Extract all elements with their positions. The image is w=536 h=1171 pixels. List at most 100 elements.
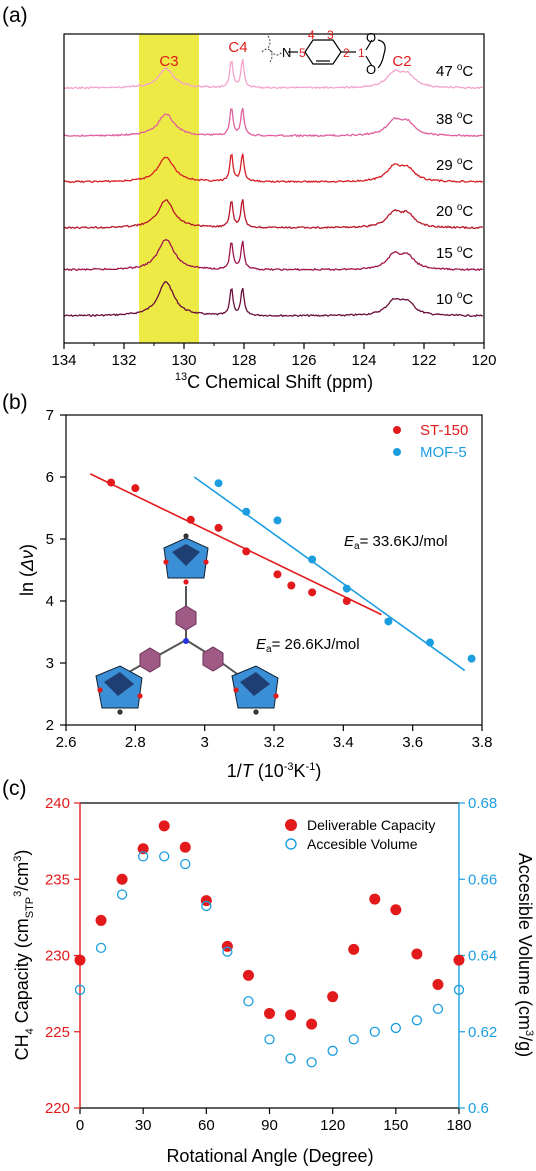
annotation-ea-mof5: Ea= 33.6KJ/mol: [344, 533, 448, 552]
data-point: [242, 969, 254, 981]
fit-lines: [89, 473, 466, 672]
data-point: [242, 547, 251, 556]
data-point: [95, 914, 107, 926]
atom-o-top: O: [366, 30, 376, 45]
x-tick-label: 180: [446, 1117, 471, 1134]
data-point: [179, 841, 191, 853]
data-point: [327, 991, 339, 1003]
data-point: [158, 820, 170, 832]
panel-b-y-axis-label: ln (Δν): [17, 544, 37, 596]
nmr-trace: [63, 107, 483, 138]
x-tick-label: 0: [76, 1117, 84, 1134]
y-tick-label: 7: [46, 407, 54, 424]
left-y-tick-label: 225: [45, 1024, 70, 1041]
atom-3: 3: [327, 28, 334, 42]
right-y-tick-label: 0.64: [468, 948, 497, 965]
data-point: [243, 996, 254, 1007]
x-tick-label: 2.8: [125, 734, 146, 751]
peak-label-c2: C2: [392, 53, 411, 70]
fit-line: [89, 473, 382, 616]
x-tick-label: 120: [471, 352, 496, 369]
x-tick-label: 150: [383, 1117, 408, 1134]
data-point: [273, 570, 282, 579]
x-tick-label: 30: [135, 1117, 152, 1134]
data-point: [214, 523, 223, 532]
temperature-labels: 10 oC 15 oC 20 oC 29 oC 38 oC 47 oC: [436, 62, 473, 308]
nmr-trace: [63, 58, 483, 90]
panel-b-ticks: 2.6 2.8 3 3.2 3.4 3.6 3.8 2 3 4 5 6 7: [46, 407, 493, 751]
panel-b-label: (b): [2, 391, 28, 414]
data-point: [453, 954, 465, 966]
data-point: [201, 900, 212, 912]
data-point: [264, 1034, 275, 1045]
legend-marker-deliverable: [285, 819, 297, 831]
nmr-trace: [63, 153, 484, 184]
y-tick-label: 5: [46, 531, 54, 548]
panel-c-plot: 0 30 60 90 120 150 180 220 225 230 235 240 0.6 0.62 0.…: [12, 795, 535, 1166]
data-point: [137, 843, 149, 855]
data-point: [74, 984, 86, 995]
data-points: [74, 820, 465, 1068]
x-tick-label: 3: [200, 734, 208, 751]
data-point: [384, 617, 393, 626]
mof-structure-illustration: [95, 533, 279, 715]
data-point: [138, 851, 149, 862]
temperature-label: 38 oC: [436, 110, 473, 128]
panel-c-right-axis-label: Accesible Volume (cm3/g): [515, 853, 535, 1057]
right-y-tick-label: 0.66: [468, 871, 497, 888]
left-y-tick-label: 240: [45, 795, 70, 812]
panel-a-x-ticks: 134 132 130 128 126 124 122 120: [51, 343, 497, 369]
data-point: [369, 1026, 380, 1037]
data-point: [390, 1022, 401, 1034]
x-tick-label: 128: [231, 352, 256, 369]
fit-line: [193, 476, 466, 672]
data-point: [159, 851, 170, 862]
data-point: [426, 638, 434, 647]
temperature-label: 47 oC: [436, 62, 473, 80]
data-point: [467, 654, 476, 663]
atom-n: N: [282, 45, 291, 60]
panel-c-left-axis-label: CH4 Capacity (cmSTP3/cm3): [12, 850, 36, 1061]
x-tick-label: 126: [291, 352, 316, 369]
data-point: [285, 1009, 297, 1021]
data-points: [107, 478, 476, 663]
data-point: [116, 889, 128, 900]
panel-a-label: (a): [2, 4, 28, 27]
right-y-tick-label: 0.68: [468, 795, 497, 812]
data-point: [214, 479, 223, 488]
legend-marker-volume: [285, 838, 297, 850]
nmr-trace: [63, 199, 484, 230]
y-tick-label: 4: [46, 593, 54, 610]
data-point: [348, 943, 360, 955]
panel-c-label: (c): [2, 777, 27, 800]
y-tick-label: 6: [46, 469, 54, 486]
x-tick-label: 3.2: [264, 734, 285, 751]
legend-label-st150: ST-150: [420, 422, 468, 439]
data-point: [273, 516, 282, 525]
nmr-trace: [63, 281, 484, 318]
data-point: [306, 1018, 318, 1030]
x-tick-label: 3.6: [402, 734, 423, 751]
data-point: [180, 858, 191, 870]
atom-2: 2: [343, 46, 350, 60]
panel-b-x-axis-label: 1/T (10-3K-1): [227, 761, 322, 781]
data-point: [411, 948, 423, 960]
data-point: [432, 1003, 444, 1015]
data-point: [308, 588, 317, 597]
atom-4: 4: [308, 28, 315, 42]
temperature-label: 29 oC: [436, 156, 473, 174]
data-point: [432, 978, 444, 990]
atom-o-bottom: O: [366, 62, 376, 77]
data-point: [390, 904, 402, 916]
x-tick-label: 120: [320, 1117, 345, 1134]
data-point: [74, 954, 86, 966]
right-y-tick-label: 0.62: [468, 1024, 497, 1041]
data-point: [308, 555, 317, 564]
y-tick-label: 2: [46, 717, 54, 734]
peak-label-c3: C3: [159, 53, 178, 70]
data-point: [327, 1045, 338, 1056]
data-point: [116, 873, 128, 885]
x-tick-label: 122: [411, 352, 436, 369]
